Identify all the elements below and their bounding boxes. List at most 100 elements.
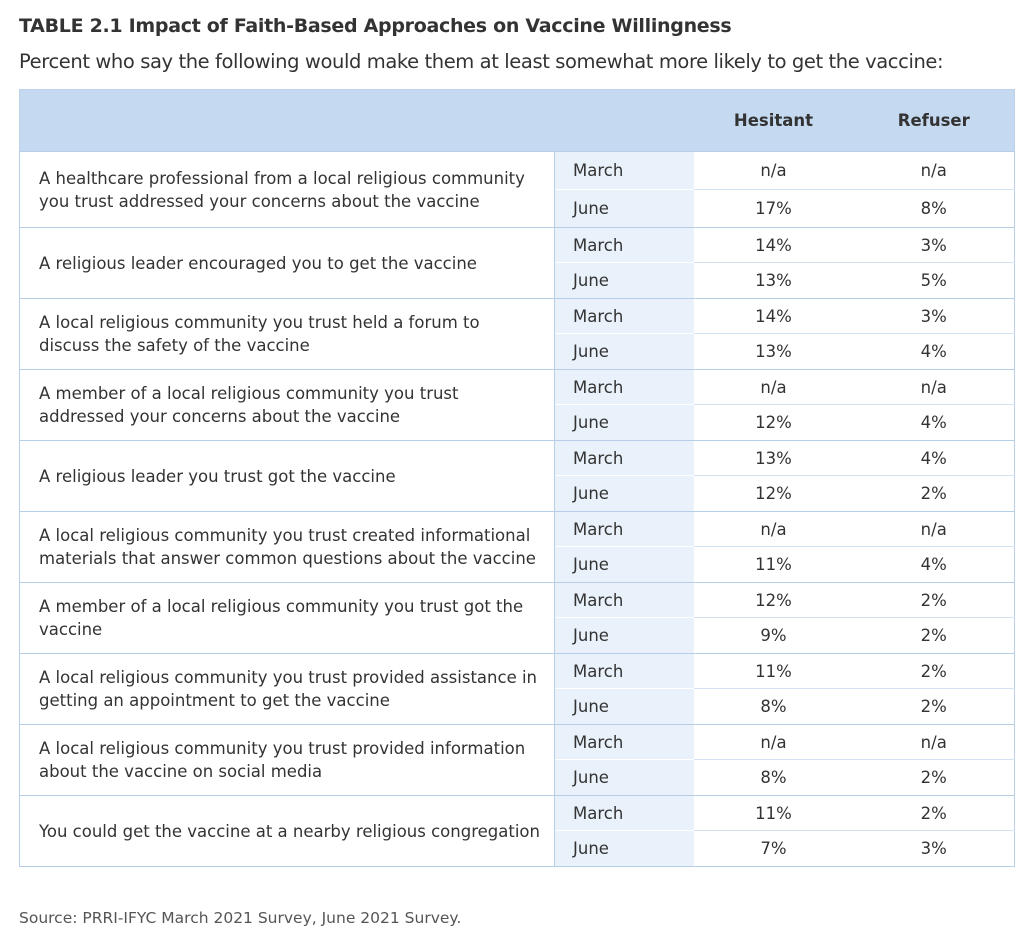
period-cell: March [554,724,694,760]
refuser-value-cell: n/a [853,511,1015,547]
period-cell: March [554,298,694,334]
table-row: June 8% 2% [20,688,1015,725]
refuser-value-cell: 2% [853,617,1015,654]
table-row: A local religious community you trust he… [19,298,1015,370]
hesitant-value-cell: 13% [693,333,854,370]
table-row: A healthcare professional from a local r… [19,151,1015,228]
table-subtitle: Percent who say the following would make… [19,50,944,73]
period-cell: March [554,440,694,476]
period-cell: March [554,582,694,618]
table-row: A member of a local religious community … [19,369,1015,441]
refuser-value-cell: 2% [853,688,1015,725]
period-cell: June [554,546,694,583]
table-row: A local religious community you trust pr… [19,653,1015,725]
table-row: June 11% 4% [20,546,1015,583]
refuser-value-cell: 2% [853,795,1015,831]
period-cell: June [554,262,694,299]
question-cell: A religious leader encouraged you to get… [19,227,555,299]
refuser-value-cell: 2% [853,653,1015,689]
hesitant-value-cell: 9% [693,617,854,654]
hesitant-value-cell: 7% [693,830,854,867]
refuser-value-cell: 4% [853,440,1015,476]
refuser-value-cell: 4% [853,546,1015,583]
period-cell: June [554,475,694,512]
question-cell: A local religious community you trust cr… [19,511,555,583]
refuser-value-cell: 4% [853,404,1015,441]
question-cell: A healthcare professional from a local r… [19,151,555,228]
table-row: June 7% 3% [20,830,1015,867]
refuser-value-cell: 4% [853,333,1015,370]
refuser-value-cell: 2% [853,475,1015,512]
table-row: A local religious community you trust pr… [19,724,1015,796]
hesitant-value-cell: 8% [693,759,854,796]
refuser-value-cell: 3% [853,830,1015,867]
question-cell: A religious leader you trust got the vac… [19,440,555,512]
table-row: June 12% 4% [20,404,1015,441]
table-body: A healthcare professional from a local r… [19,151,1015,867]
hesitant-value-cell: 12% [693,475,854,512]
table-row: June 12% 2% [20,475,1015,512]
table-row: June 8% 2% [20,759,1015,796]
hesitant-value-cell: 11% [693,546,854,583]
header-row: Hesitant Refuser [19,89,1015,152]
question-cell: A member of a local religious community … [19,369,555,441]
table-row: June 13% 5% [20,262,1015,299]
period-cell: June [554,830,694,867]
hesitant-value-cell: n/a [693,151,854,190]
table-row: June 17% 8% [20,189,1015,228]
period-cell: June [554,688,694,725]
refuser-value-cell: 3% [853,298,1015,334]
question-cell: A local religious community you trust he… [19,298,555,370]
question-cell: You could get the vaccine at a nearby re… [19,795,555,867]
period-cell: June [554,333,694,370]
table-row: A local religious community you trust cr… [19,511,1015,583]
refuser-value-cell: n/a [853,369,1015,405]
hesitant-value-cell: 13% [693,262,854,299]
question-cell: A local religious community you trust pr… [19,724,555,796]
table-row: June 13% 4% [20,333,1015,370]
refuser-value-cell: 2% [853,582,1015,618]
data-table: Hesitant Refuser A healthcare profession… [19,89,1015,867]
period-cell: June [554,617,694,654]
refuser-value-cell: 3% [853,227,1015,263]
hesitant-value-cell: 8% [693,688,854,725]
header-period-column [554,89,694,152]
refuser-value-cell: n/a [853,724,1015,760]
hesitant-value-cell: 12% [693,404,854,441]
period-cell: June [554,759,694,796]
hesitant-value-cell: 11% [693,795,854,831]
period-cell: March [554,151,694,190]
table-row: June 9% 2% [20,617,1015,654]
source-note: Source: PRRI-IFYC March 2021 Survey, Jun… [19,909,462,927]
question-cell: A local religious community you trust pr… [19,653,555,725]
hesitant-value-cell: 17% [693,189,854,228]
table-row: You could get the vaccine at a nearby re… [19,795,1015,867]
table-row: A religious leader encouraged you to get… [19,227,1015,299]
period-cell: March [554,795,694,831]
table-row: A member of a local religious community … [19,582,1015,654]
period-cell: March [554,227,694,263]
period-cell: March [554,511,694,547]
hesitant-value-cell: n/a [693,724,854,760]
hesitant-value-cell: 14% [693,298,854,334]
refuser-value-cell: 8% [853,189,1015,228]
hesitant-value-cell: 12% [693,582,854,618]
hesitant-value-cell: n/a [693,369,854,405]
period-cell: March [554,369,694,405]
refuser-value-cell: 2% [853,759,1015,796]
hesitant-value-cell: n/a [693,511,854,547]
period-cell: June [554,404,694,441]
period-cell: March [554,653,694,689]
hesitant-value-cell: 13% [693,440,854,476]
hesitant-value-cell: 11% [693,653,854,689]
header-refuser: Refuser [853,89,1015,152]
refuser-value-cell: n/a [853,151,1015,190]
question-cell: A member of a local religious community … [19,582,555,654]
table-title: TABLE 2.1 Impact of Faith-Based Approach… [19,15,732,37]
header-question-column [19,89,555,152]
refuser-value-cell: 5% [853,262,1015,299]
table-row: A religious leader you trust got the vac… [19,440,1015,512]
header-hesitant: Hesitant [693,89,854,152]
hesitant-value-cell: 14% [693,227,854,263]
period-cell: June [554,189,694,228]
